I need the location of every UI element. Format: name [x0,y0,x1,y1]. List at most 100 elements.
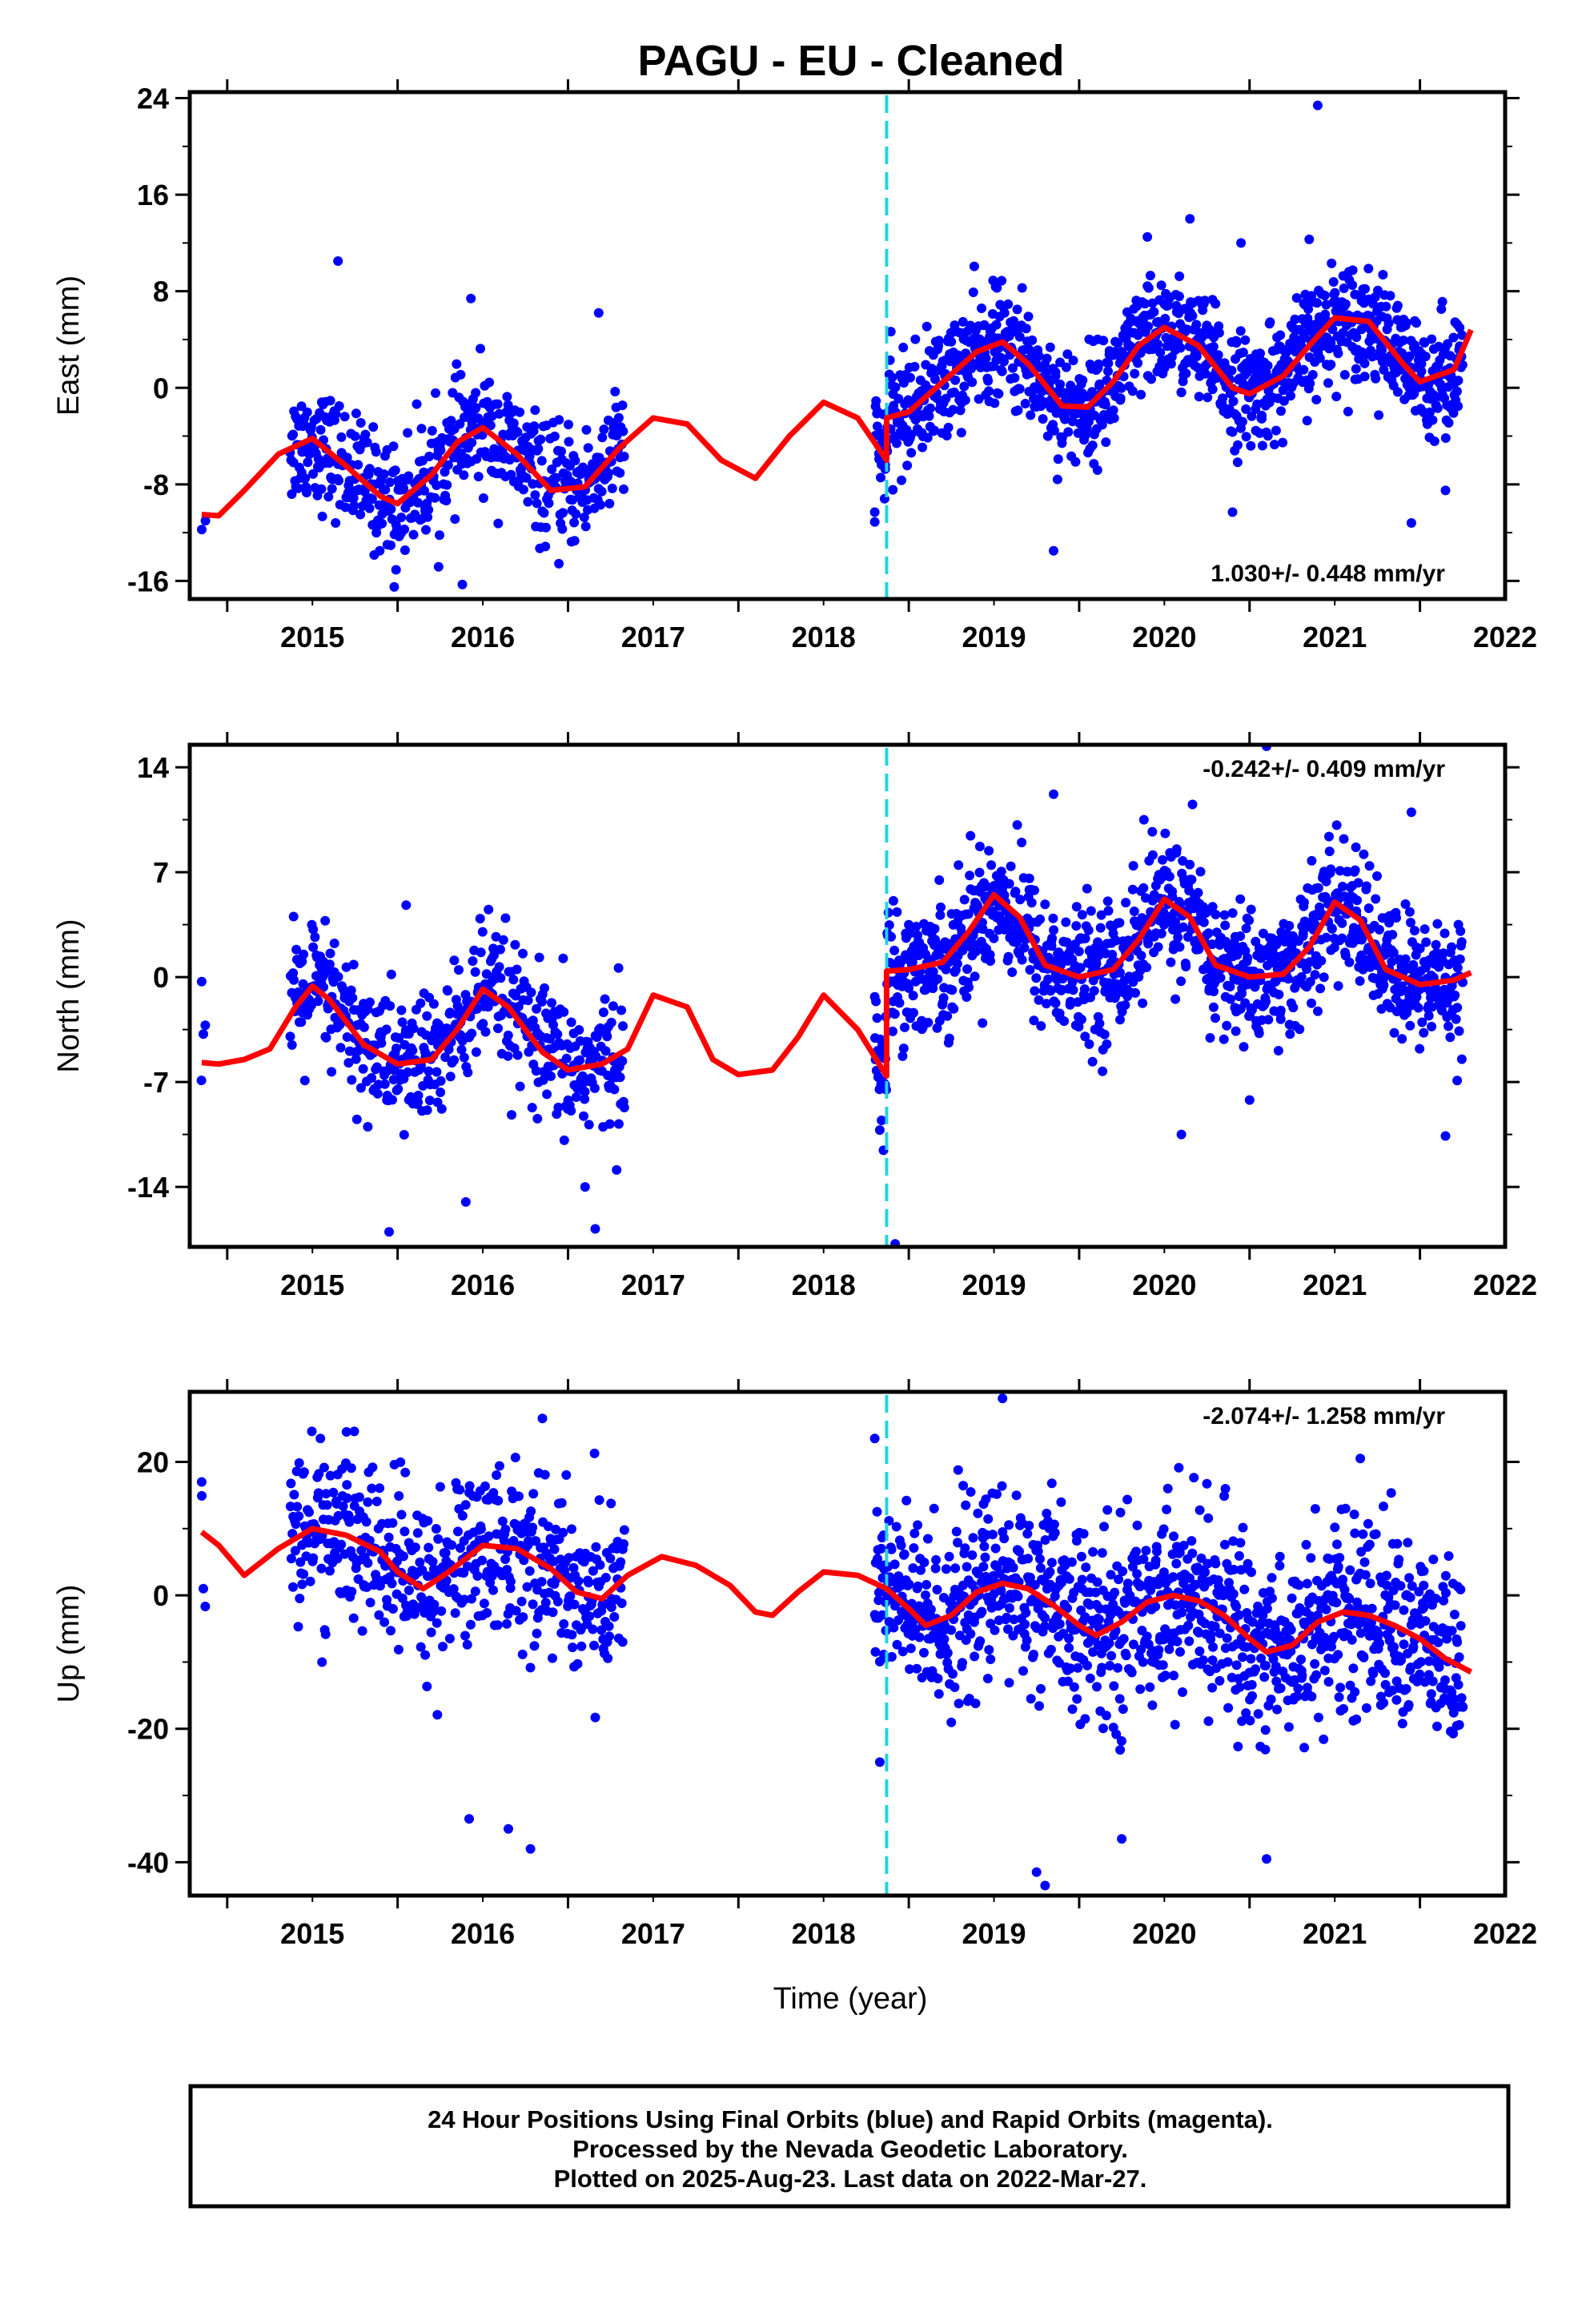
up-data-point [410,1542,420,1553]
north-data-point [1207,902,1218,912]
up-data-point [1076,1551,1086,1562]
up-data-point [431,1524,441,1534]
east-data-point [902,460,913,471]
north-data-point [616,1005,627,1015]
up-data-point [1299,1743,1310,1753]
north-data-point [1361,881,1371,891]
up-data-point [455,1485,465,1495]
east-data-point [604,498,615,509]
north-data-point [540,983,549,993]
up-data-point [1145,1682,1155,1692]
east-data-point [197,525,207,535]
up-data-point [1030,1580,1040,1590]
north-data-point [1211,910,1221,919]
east-data-point [536,434,546,444]
north-data-point [1337,933,1347,943]
up-data-point [1235,1538,1246,1548]
east-data-point [893,393,904,404]
up-data-point [1323,1677,1334,1687]
up-data-point [1002,1612,1012,1622]
north-data-point [478,1019,488,1029]
east-data-point [1009,316,1019,326]
up-data-point [609,1612,620,1622]
east-data-point [991,320,1002,330]
east-data-point [1299,364,1309,375]
north-data-point [1019,943,1030,953]
north-data-point [1185,859,1195,870]
north-data-point [1043,974,1054,984]
north-data-point [1079,984,1090,995]
up-data-point [1185,1573,1195,1583]
north-outlier-point [199,1029,208,1039]
east-data-point [1312,298,1322,308]
north-data-point [1211,1013,1220,1023]
up-data-point [386,1626,396,1636]
up-data-point [1238,1652,1247,1663]
north-data-point [571,1092,581,1102]
north-data-point [363,1122,373,1132]
north-data-point [347,1075,357,1085]
north-x-tick-label: 2015 [280,1269,344,1301]
north-data-point [1241,923,1251,934]
up-data-point [1247,1679,1257,1690]
north-data-point [1455,954,1465,964]
up-data-point [973,1568,983,1578]
east-data-point [1027,335,1038,345]
east-data-point [315,424,326,435]
north-data-point [470,967,480,977]
east-data-point [1055,379,1066,389]
east-data-point [949,387,959,397]
up-data-point [934,1689,944,1699]
up-data-point [921,1590,930,1600]
north-data-point [299,949,309,959]
east-data-point [1087,387,1097,397]
up-data-point [1319,1632,1330,1642]
up-data-point [1175,1647,1185,1657]
up-data-point [294,1458,304,1468]
up-data-point [1004,1678,1014,1688]
north-data-point [500,913,511,923]
east-data-point [297,447,307,457]
north-data-point [1219,910,1230,920]
north-data-point [424,1096,435,1106]
north-data-point [1004,879,1014,889]
north-data-point [928,967,938,977]
north-data-point [602,1031,612,1042]
up-data-point [910,1624,921,1634]
up-data-point [1178,1540,1189,1550]
east-data-point [339,412,350,422]
east-data-point [1010,372,1020,383]
up-data-point [552,1596,563,1606]
east-data-point [597,432,608,443]
up-data-point [344,1517,355,1527]
up-data-point [1253,1709,1263,1719]
up-data-point [1158,1567,1169,1578]
north-data-point [1379,980,1389,991]
up-data-point [1183,1620,1194,1630]
up-data-point [588,1566,598,1576]
north-data-point [1121,898,1131,908]
up-data-point [200,1602,211,1611]
up-data-point [367,1462,378,1473]
up-data-point [1271,1661,1281,1671]
up-data-point [1073,1663,1083,1673]
north-x-tick-label: 2018 [792,1269,856,1301]
north-data-point [422,1011,432,1021]
east-data-point [1392,387,1403,397]
up-data-point [404,1585,414,1595]
up-data-point [1138,1657,1148,1667]
up-data-point [549,1544,560,1554]
up-data-point [1088,1546,1098,1557]
north-data-point [1024,873,1034,883]
north-data-point [1181,962,1191,971]
north-data-point [452,1001,463,1011]
up-data-point [477,1555,488,1566]
north-data-point [895,957,905,967]
up-data-point [1122,1578,1133,1589]
up-data-point [317,1657,327,1667]
east-data-point [955,405,966,416]
north-data-point [1187,799,1198,810]
up-data-point [453,1526,463,1537]
east-data-point [351,408,361,419]
east-data-point [547,464,557,474]
